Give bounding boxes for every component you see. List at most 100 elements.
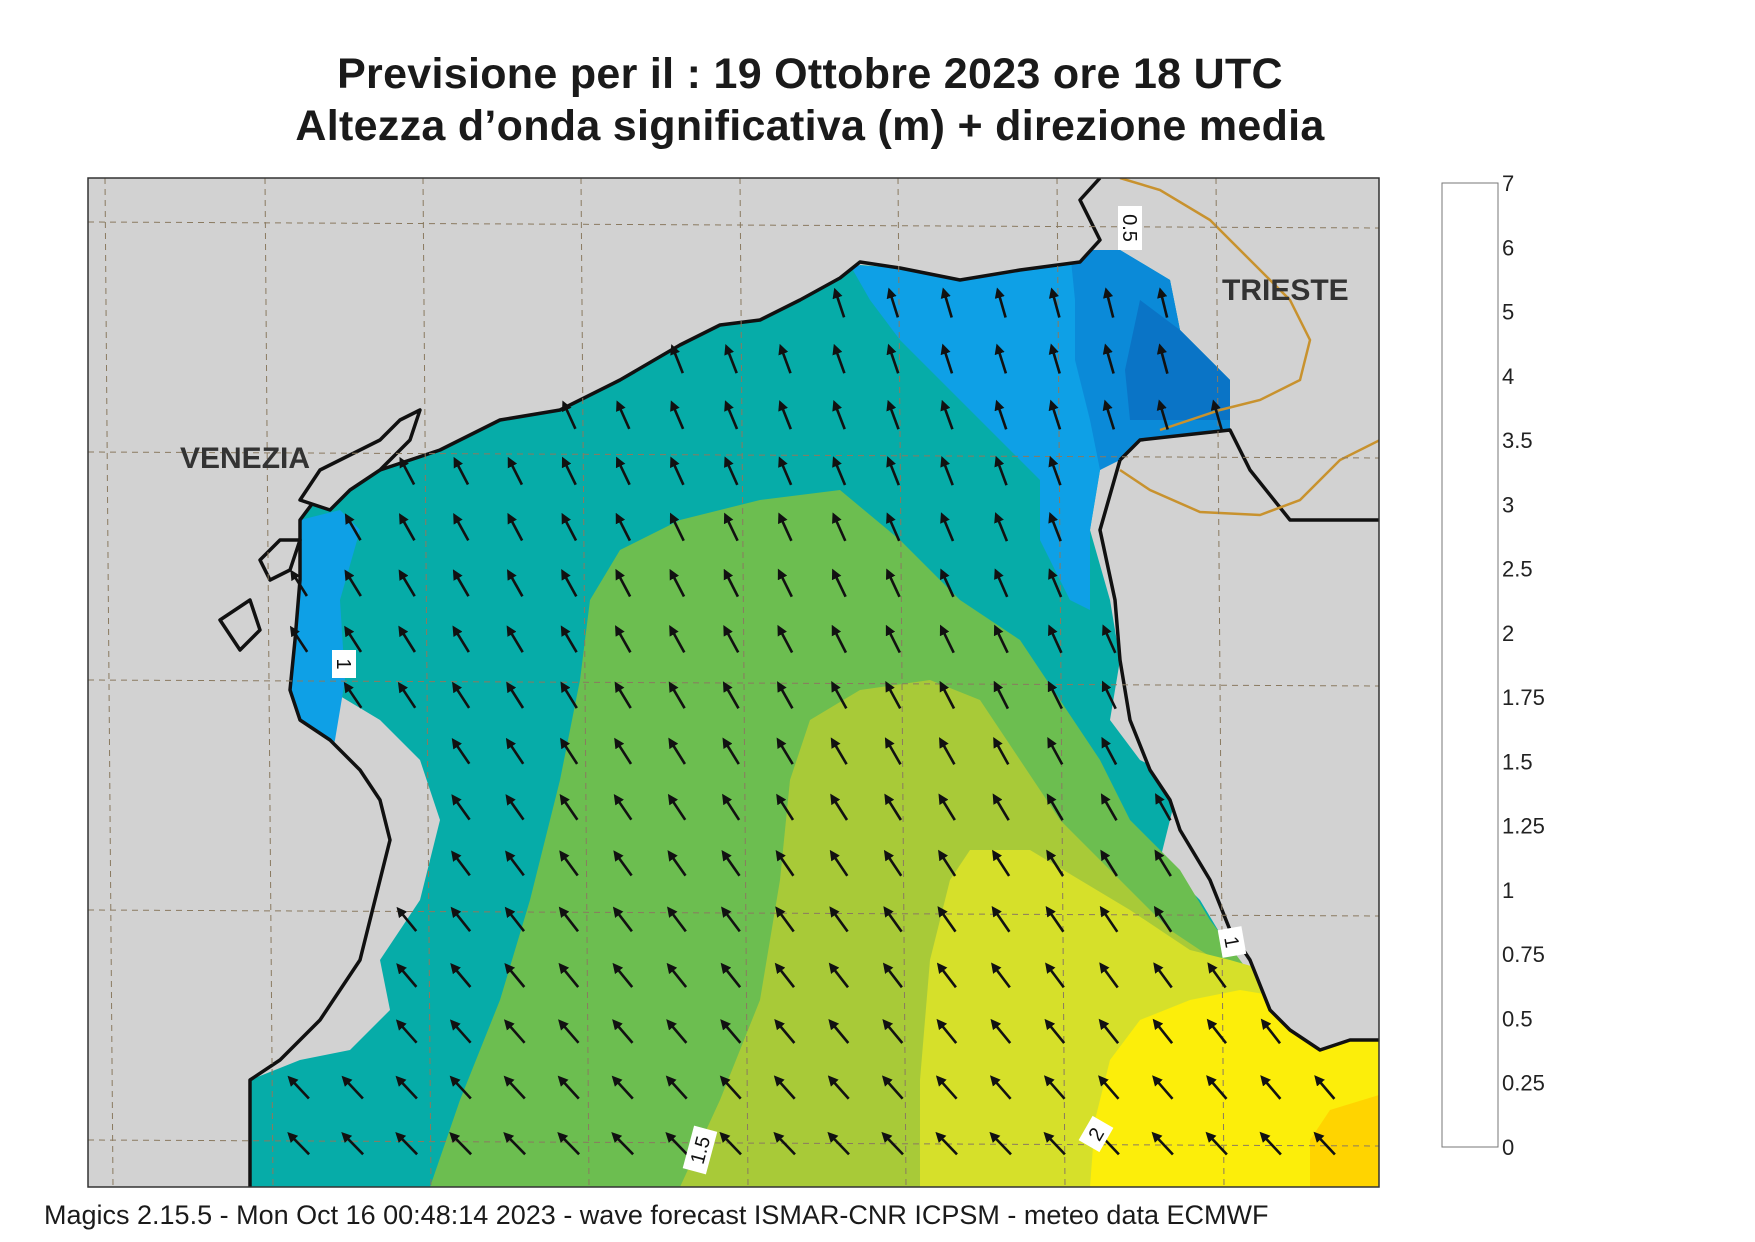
wave-direction-arrow <box>881 1075 904 1100</box>
wave-direction-arrow <box>560 681 578 709</box>
wave-direction-arrow <box>613 850 633 877</box>
grid-line <box>104 178 114 1187</box>
colorbar-level-label: 3.5 <box>1502 428 1533 453</box>
wave-direction-arrow <box>670 344 685 374</box>
wave-direction-arrow <box>1047 680 1063 710</box>
wave-direction-arrow <box>669 512 685 542</box>
wave-direction-arrow <box>776 737 794 765</box>
colorbar-level-label: 1 <box>1502 878 1514 903</box>
wave-direction-arrow <box>989 1131 1012 1156</box>
wave-direction-arrow <box>778 400 793 430</box>
wave-direction-arrow <box>830 793 849 821</box>
wave-direction-arrow <box>778 512 793 542</box>
wave-direction-arrow <box>884 793 903 821</box>
wave-direction-arrow <box>719 1131 742 1156</box>
wave-direction-arrow <box>1102 343 1115 374</box>
wave-direction-arrow <box>667 906 687 933</box>
wave-direction-arrow <box>885 624 901 654</box>
wave-direction-arrow <box>453 456 470 486</box>
contour-label: 1 <box>1217 926 1247 958</box>
wave-direction-arrow <box>775 850 795 877</box>
wave-direction-arrows <box>287 287 1336 1156</box>
wave-direction-arrow <box>940 568 955 598</box>
wave-direction-arrow <box>885 568 901 598</box>
colorbar-level-label: 1.25 <box>1502 814 1545 839</box>
wave-direction-arrow <box>395 1075 418 1100</box>
wave-direction-arrow <box>669 568 686 598</box>
band-2-5 <box>1310 1095 1379 1187</box>
wave-direction-arrow <box>940 399 954 430</box>
wave-direction-arrow <box>829 849 849 877</box>
wave-direction-arrow <box>828 962 850 989</box>
wave-direction-arrow <box>994 399 1008 430</box>
wave-direction-arrow <box>992 793 1010 821</box>
wave-direction-arrow <box>721 906 741 933</box>
wave-direction-arrow <box>832 456 847 486</box>
wave-direction-arrow <box>1102 399 1116 430</box>
wave-direction-arrow <box>994 455 1008 486</box>
wave-direction-arrow <box>940 343 954 374</box>
wave-direction-arrow <box>1313 1131 1336 1156</box>
wave-direction-arrow <box>395 1131 419 1156</box>
wave-direction-arrow <box>883 906 903 933</box>
wave-direction-arrow <box>1100 793 1118 821</box>
band-0-25 <box>1125 300 1230 420</box>
wave-direction-arrow <box>994 512 1009 542</box>
wave-direction-arrow <box>669 625 686 654</box>
wave-direction-arrow <box>450 963 472 988</box>
wave-direction-arrow <box>341 1075 364 1100</box>
wave-direction-arrow <box>399 456 416 486</box>
wave-direction-arrow <box>452 681 471 709</box>
wave-direction-arrow <box>827 1131 850 1156</box>
wave-direction-arrow <box>778 456 793 486</box>
wave-direction-arrow <box>1100 849 1119 877</box>
wave-direction-arrow <box>668 681 686 709</box>
wave-direction-arrow <box>939 624 955 654</box>
wave-direction-arrow <box>723 512 739 542</box>
wave-direction-arrow <box>1046 793 1064 821</box>
wave-direction-arrow <box>559 850 579 877</box>
wave-direction-arrow <box>1157 287 1169 318</box>
wave-direction-arrow <box>452 625 470 653</box>
wave-direction-arrow <box>398 625 417 653</box>
wave-direction-arrow <box>940 456 954 486</box>
wave-direction-arrow <box>450 906 472 933</box>
wave-direction-arrow <box>777 624 794 654</box>
wave-direction-arrow <box>1046 849 1065 877</box>
wave-direction-arrow <box>936 962 957 989</box>
wave-direction-arrow <box>832 287 846 318</box>
svg-text:1: 1 <box>332 658 354 669</box>
grid-line <box>897 178 907 1187</box>
wave-direction-arrow <box>989 1075 1012 1100</box>
wave-direction-arrow <box>993 737 1010 766</box>
wave-direction-arrow <box>1048 568 1063 598</box>
wave-direction-arrow <box>665 1075 688 1100</box>
wave-direction-arrow <box>775 906 795 933</box>
wave-direction-arrow <box>670 400 685 430</box>
colorbar-level-label: 7 <box>1502 171 1514 196</box>
wave-direction-arrow <box>776 793 795 821</box>
wave-direction-arrow <box>560 625 578 653</box>
wave-direction-arrow <box>720 962 742 989</box>
wave-direction-arrow <box>505 850 525 877</box>
wave-direction-arrow <box>1043 1131 1066 1156</box>
wave-direction-arrow <box>558 906 580 933</box>
wave-direction-arrow <box>396 963 418 988</box>
wave-direction-arrow <box>882 962 903 989</box>
wave-direction-arrow <box>666 1019 688 1044</box>
wave-direction-arrow <box>1153 905 1173 933</box>
wave-direction-arrow <box>1260 1075 1282 1100</box>
wave-direction-arrow <box>344 513 362 541</box>
wave-direction-arrow <box>665 1131 688 1156</box>
wave-direction-arrow <box>936 1018 958 1044</box>
wave-direction-arrow <box>612 962 634 988</box>
map-subtitle: Altezza d’onda significativa (m) + direz… <box>295 102 1325 150</box>
wave-direction-arrow <box>344 625 363 653</box>
wave-direction-arrow <box>828 1018 850 1044</box>
wave-direction-arrow <box>558 962 580 988</box>
wave-direction-arrow <box>1044 1018 1066 1044</box>
wave-direction-arrow <box>1314 1075 1336 1100</box>
wave-direction-arrow <box>612 906 633 933</box>
colorbar-level-label: 2 <box>1502 621 1514 646</box>
wave-direction-arrow <box>451 738 471 765</box>
